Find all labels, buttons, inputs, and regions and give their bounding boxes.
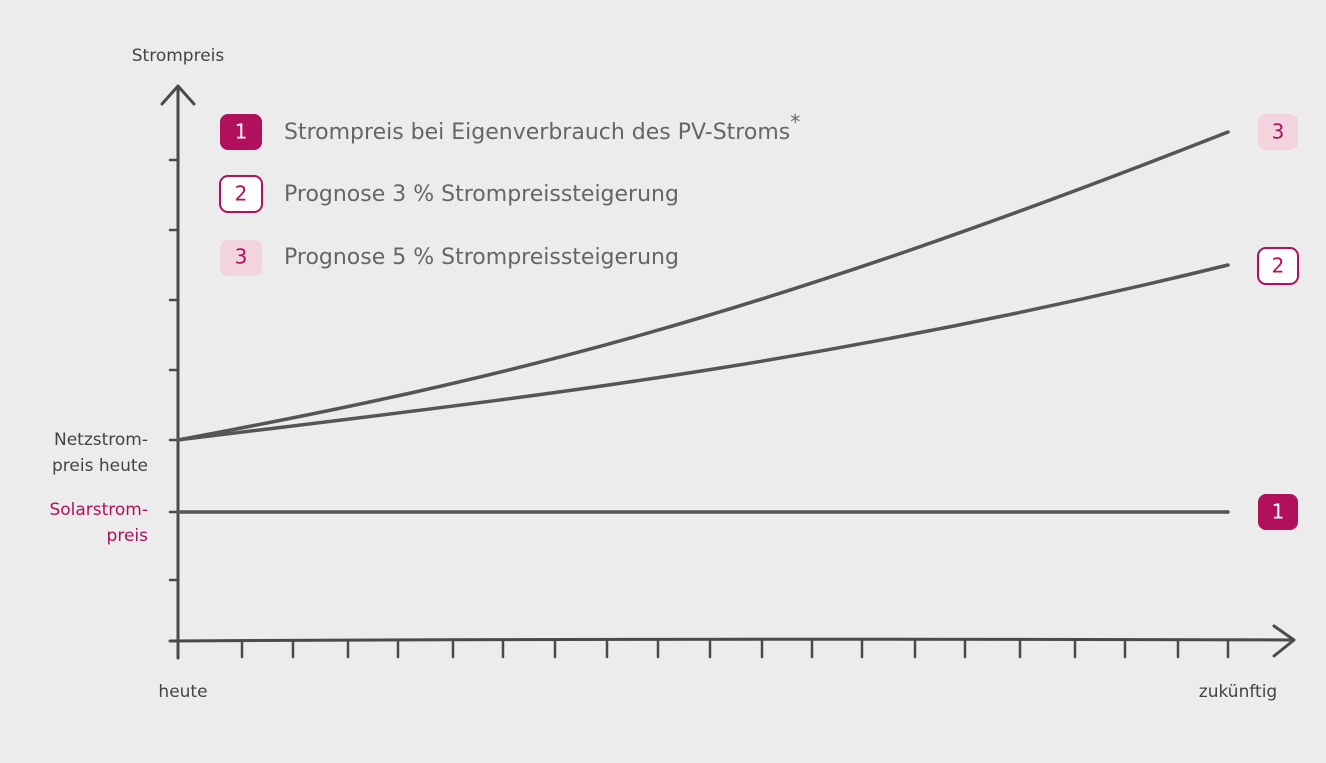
end-badge <box>1258 114 1298 150</box>
badge-text: 1 <box>235 120 248 144</box>
legend-label: Prognose 5 % Strompreissteigerung <box>284 245 679 270</box>
end-badge <box>1257 247 1299 285</box>
badge <box>219 175 263 213</box>
curve-5pct <box>176 130 1230 442</box>
badge-text: 3 <box>235 245 248 269</box>
legend-label: Strompreis bei Eigenverbrauch des PV-Str… <box>284 110 800 146</box>
end-badge <box>1258 494 1298 530</box>
y-ticks <box>168 158 180 582</box>
x-ticks <box>176 639 1230 659</box>
y-axis <box>160 84 196 660</box>
end-badge-text: 3 <box>1272 120 1285 144</box>
legend-note: * <box>790 110 800 134</box>
legend-label: Prognose 3 % Strompreissteigerung <box>284 182 679 207</box>
x-axis <box>168 624 1296 658</box>
x-label: heute <box>158 682 207 702</box>
x-label: zukünftig <box>1199 682 1277 702</box>
y-label: Solarstrom- <box>49 500 148 520</box>
end-badge-text: 2 <box>1272 254 1285 278</box>
badge <box>220 114 262 150</box>
end-badge-text: 1 <box>1272 500 1285 524</box>
y-label: preis heute <box>52 456 148 476</box>
y-label: Netzstrom- <box>54 430 148 450</box>
y-title: Strompreis <box>132 46 225 66</box>
legend-text: Strompreis bei Eigenverbrauch des PV-Str… <box>284 120 790 145</box>
badge <box>220 240 262 276</box>
curve-3pct <box>176 263 1230 442</box>
y-label: preis <box>107 526 149 546</box>
badge-text: 2 <box>235 182 248 206</box>
